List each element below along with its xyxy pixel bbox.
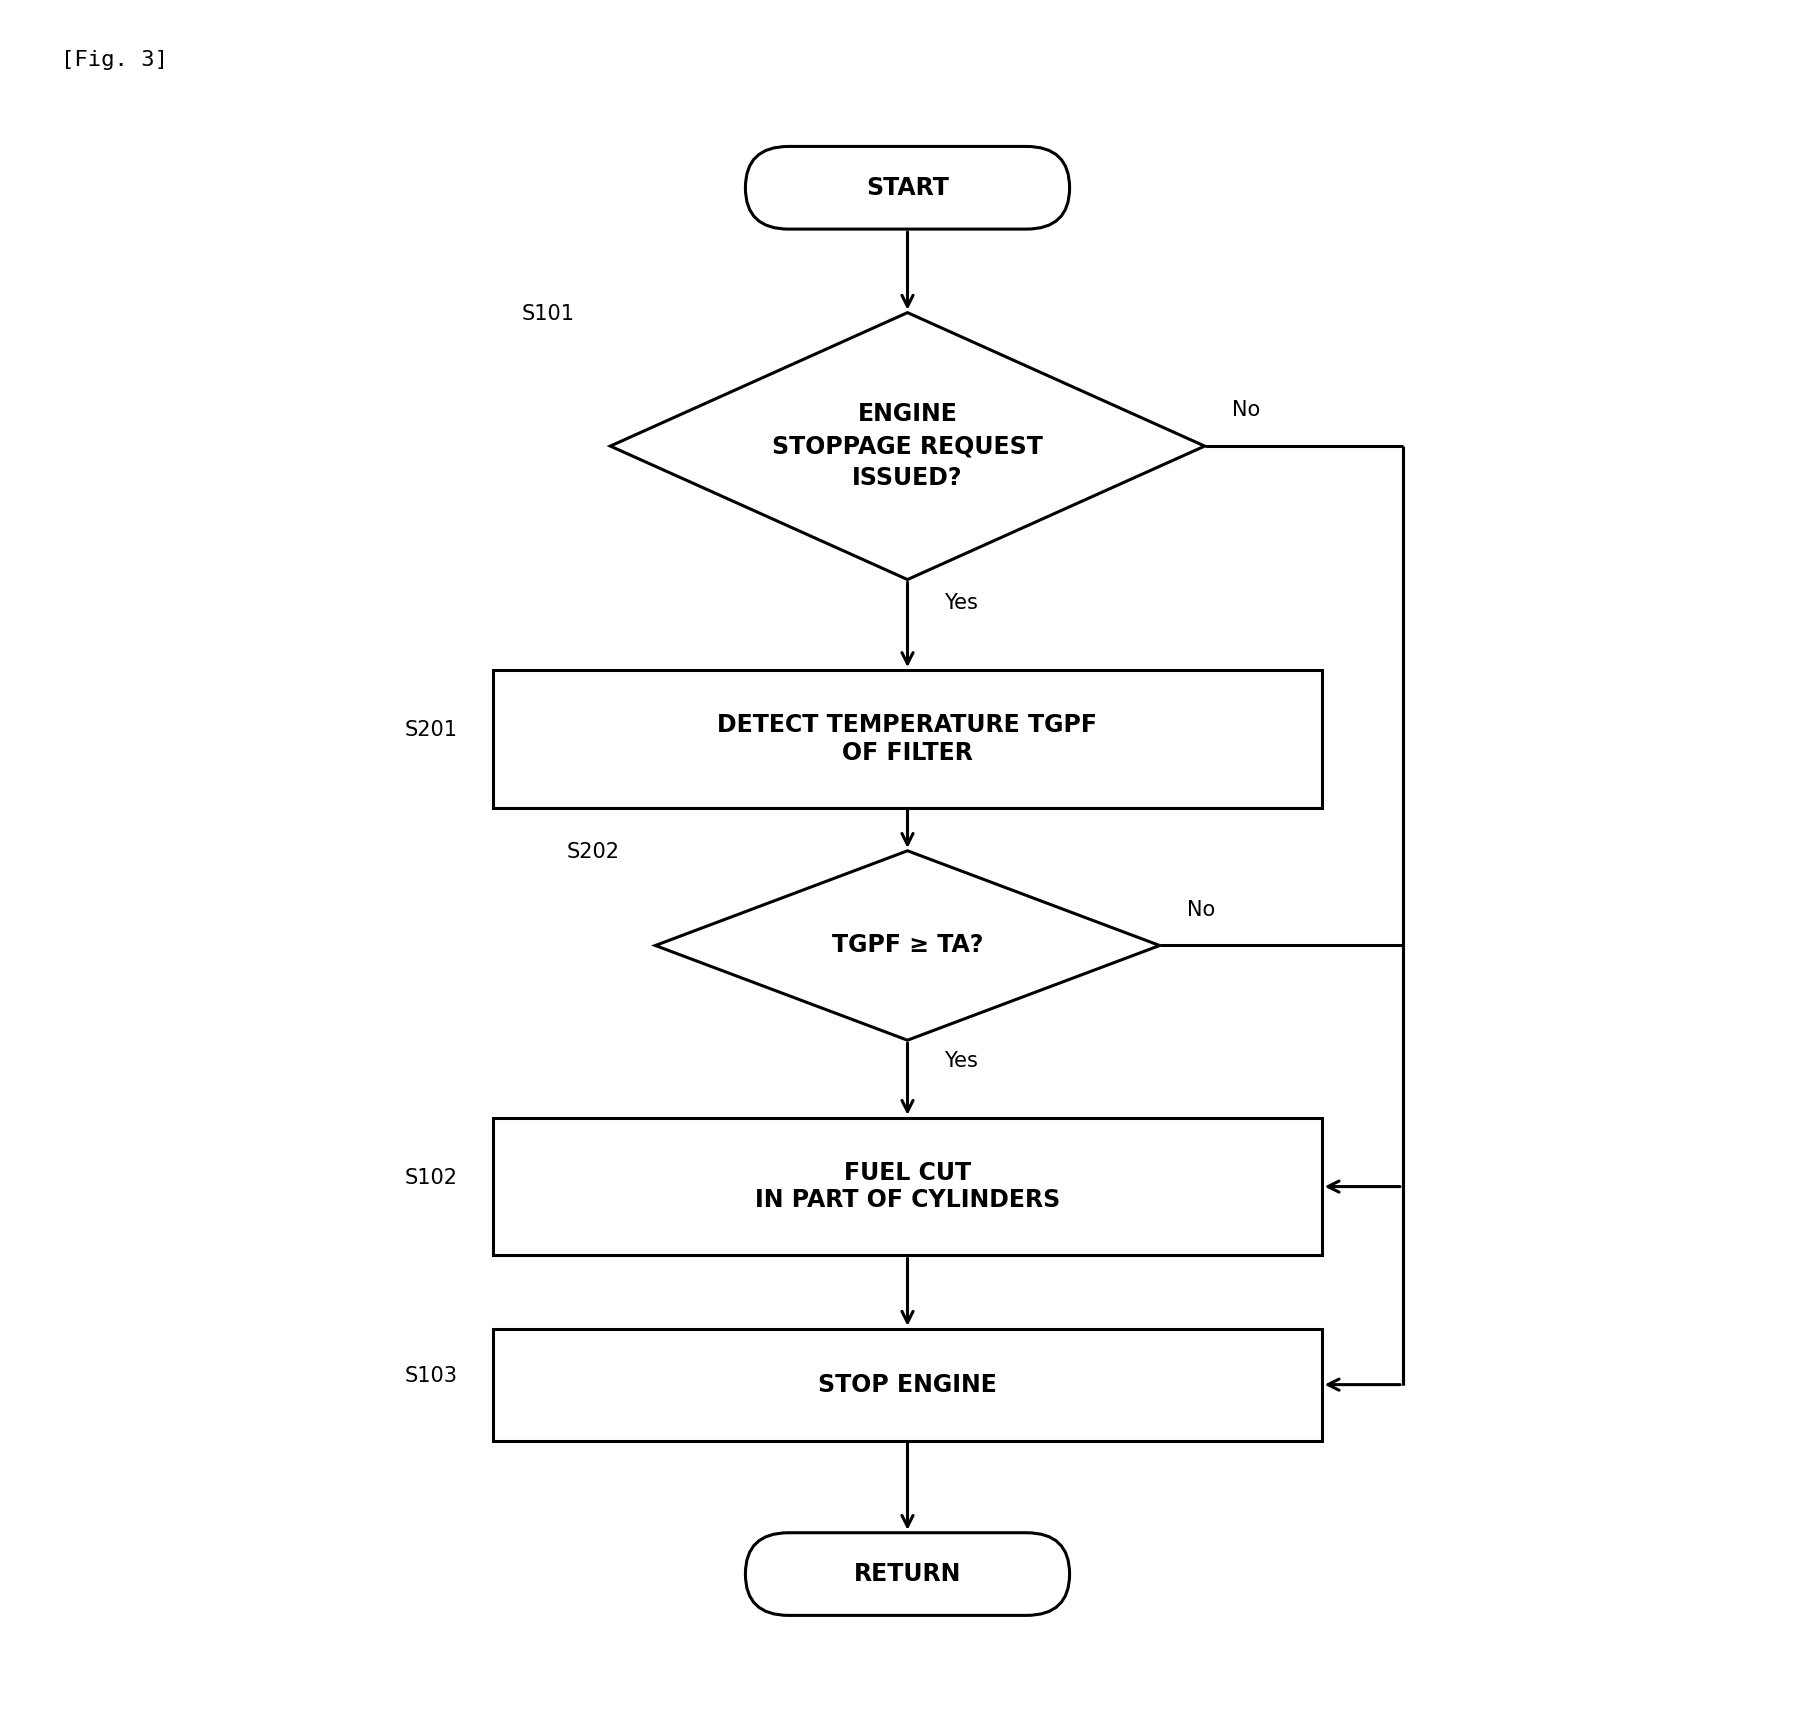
Text: S101: S101 <box>521 304 573 325</box>
FancyBboxPatch shape <box>746 1533 1068 1616</box>
Text: STOP ENGINE: STOP ENGINE <box>818 1373 996 1397</box>
FancyBboxPatch shape <box>746 146 1068 229</box>
Text: S102: S102 <box>405 1168 457 1187</box>
Text: S103: S103 <box>405 1366 457 1385</box>
Text: TGPF ≥ TA?: TGPF ≥ TA? <box>831 934 983 958</box>
Text: DETECT TEMPERATURE TGPF
OF FILTER: DETECT TEMPERATURE TGPF OF FILTER <box>717 713 1097 766</box>
Polygon shape <box>655 851 1159 1040</box>
Bar <box>493 1328 1321 1441</box>
Bar <box>493 1118 1321 1255</box>
Text: Yes: Yes <box>943 1050 978 1071</box>
Text: Yes: Yes <box>943 594 978 613</box>
Bar <box>493 670 1321 807</box>
Text: S201: S201 <box>405 720 457 740</box>
Polygon shape <box>610 312 1204 580</box>
Text: RETURN: RETURN <box>853 1562 961 1587</box>
Text: FUEL CUT
IN PART OF CYLINDERS: FUEL CUT IN PART OF CYLINDERS <box>755 1161 1059 1212</box>
Text: ENGINE
STOPPAGE REQUEST
ISSUED?: ENGINE STOPPAGE REQUEST ISSUED? <box>771 403 1043 490</box>
Text: S202: S202 <box>566 842 619 863</box>
Text: No: No <box>1232 401 1259 420</box>
Text: No: No <box>1186 899 1214 920</box>
Text: [Fig. 3]: [Fig. 3] <box>62 50 169 69</box>
Text: START: START <box>865 175 949 200</box>
